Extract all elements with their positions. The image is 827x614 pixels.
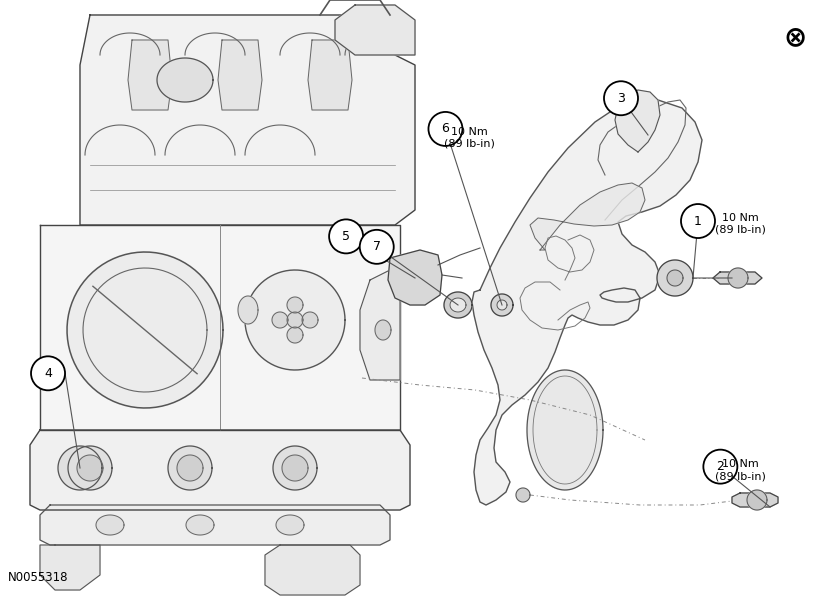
- Polygon shape: [490, 294, 513, 316]
- Text: 1: 1: [693, 214, 701, 228]
- Polygon shape: [77, 455, 103, 481]
- Polygon shape: [177, 455, 203, 481]
- Polygon shape: [375, 320, 390, 340]
- Polygon shape: [529, 183, 644, 250]
- Polygon shape: [40, 505, 390, 545]
- Circle shape: [359, 230, 394, 264]
- Polygon shape: [360, 265, 399, 380]
- Polygon shape: [282, 455, 308, 481]
- Circle shape: [680, 204, 715, 238]
- Polygon shape: [515, 488, 529, 502]
- Polygon shape: [272, 312, 288, 328]
- Polygon shape: [443, 292, 471, 318]
- Text: 5: 5: [342, 230, 350, 243]
- Polygon shape: [471, 100, 701, 505]
- Polygon shape: [449, 298, 466, 312]
- Polygon shape: [614, 90, 659, 152]
- Text: ⊗: ⊗: [782, 23, 805, 51]
- Circle shape: [31, 356, 65, 391]
- Text: 10 Nm
(89 lb-in): 10 Nm (89 lb-in): [715, 212, 765, 234]
- Polygon shape: [237, 296, 258, 324]
- Polygon shape: [157, 58, 213, 102]
- Polygon shape: [727, 268, 747, 288]
- Polygon shape: [40, 225, 399, 430]
- Text: N0055318: N0055318: [8, 570, 69, 584]
- Polygon shape: [335, 5, 414, 55]
- Polygon shape: [526, 370, 602, 490]
- Polygon shape: [68, 446, 112, 490]
- Text: 7: 7: [372, 240, 380, 254]
- Circle shape: [328, 219, 363, 254]
- Polygon shape: [731, 493, 777, 507]
- Polygon shape: [168, 446, 212, 490]
- Polygon shape: [712, 272, 761, 284]
- Polygon shape: [265, 545, 360, 595]
- Circle shape: [603, 81, 638, 115]
- Text: 3: 3: [616, 91, 624, 105]
- Polygon shape: [287, 327, 303, 343]
- Text: 10 Nm
(89 lb-in): 10 Nm (89 lb-in): [715, 459, 765, 481]
- Polygon shape: [67, 252, 222, 408]
- Polygon shape: [245, 270, 345, 370]
- Polygon shape: [128, 40, 172, 110]
- Polygon shape: [496, 300, 506, 310]
- Polygon shape: [80, 15, 414, 225]
- Circle shape: [428, 112, 462, 146]
- Polygon shape: [302, 312, 318, 328]
- Polygon shape: [58, 446, 102, 490]
- Circle shape: [702, 449, 737, 484]
- Polygon shape: [287, 312, 303, 328]
- Polygon shape: [275, 515, 304, 535]
- Polygon shape: [656, 260, 692, 296]
- Text: 10 Nm
(89 lb-in): 10 Nm (89 lb-in): [443, 126, 494, 148]
- Text: 2: 2: [715, 460, 724, 473]
- Polygon shape: [186, 515, 213, 535]
- Polygon shape: [667, 270, 682, 286]
- Text: 4: 4: [44, 367, 52, 380]
- Polygon shape: [287, 297, 303, 313]
- Polygon shape: [308, 40, 351, 110]
- Polygon shape: [273, 446, 317, 490]
- Text: 6: 6: [441, 122, 449, 136]
- Polygon shape: [30, 430, 409, 510]
- Polygon shape: [746, 490, 766, 510]
- Polygon shape: [40, 545, 100, 590]
- Polygon shape: [96, 515, 124, 535]
- Polygon shape: [218, 40, 261, 110]
- Polygon shape: [388, 250, 442, 305]
